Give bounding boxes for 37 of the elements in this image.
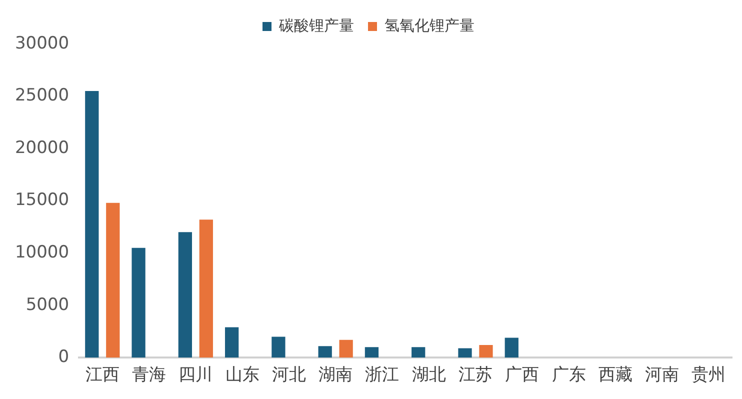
bar (504, 338, 518, 358)
legend-label: 氢氧化锂产量 (384, 16, 474, 34)
bar (318, 346, 332, 358)
y-tick-label: 20000 (14, 138, 70, 158)
bar (412, 347, 426, 358)
bar (106, 202, 120, 358)
bar (132, 248, 146, 358)
bar (199, 220, 213, 358)
y-tick-label: 5000 (26, 294, 70, 315)
y-tick-label: 0 (58, 347, 70, 368)
x-tick-label: 河北 (272, 365, 306, 386)
x-tick-label: 山东 (225, 365, 260, 386)
x-tick-label: 江苏 (458, 365, 492, 386)
x-tick-label: 贵州 (692, 365, 726, 386)
bar (178, 232, 192, 358)
y-tick-label: 30000 (14, 33, 70, 54)
x-tick-label: 湖南 (318, 365, 353, 386)
bar (272, 336, 286, 358)
bar (458, 348, 472, 358)
x-tick-label: 西藏 (598, 365, 632, 386)
x-tick-label: 青海 (132, 365, 166, 386)
bar (224, 327, 239, 358)
x-tick-label: 江西 (85, 365, 120, 386)
bar (339, 340, 353, 358)
x-tick-label: 四川 (178, 365, 213, 386)
x-tick-label: 广西 (505, 365, 540, 386)
y-tick-label: 10000 (14, 242, 70, 262)
y-tick-label: 25000 (14, 86, 70, 106)
bar (364, 347, 379, 358)
legend-label: 碳酸锂产量 (278, 16, 354, 34)
bar (479, 345, 493, 358)
bar (85, 91, 99, 358)
x-tick-label: 湖北 (412, 365, 446, 386)
y-tick-label: 15000 (14, 190, 70, 210)
x-tick-label: 河南 (645, 365, 680, 386)
x-tick-label: 浙江 (365, 365, 400, 386)
x-tick-label: 广东 (552, 365, 586, 386)
